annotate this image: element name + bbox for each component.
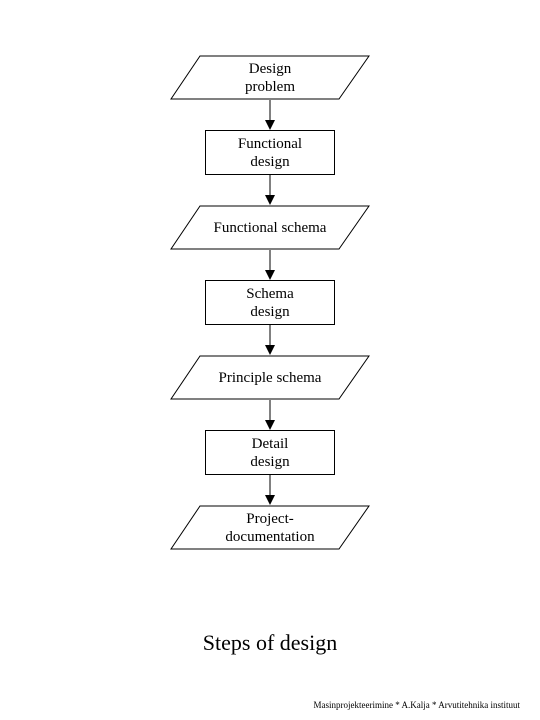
- arrow-icon: [264, 250, 276, 280]
- arrow-icon: [264, 175, 276, 205]
- flowchart-arrow: [269, 475, 271, 505]
- flowchart-arrow: [269, 175, 271, 205]
- arrow-icon: [264, 325, 276, 355]
- flowchart-rect: Detaildesign: [205, 430, 335, 475]
- footer-credit: Masinprojekteerimine * A.Kalja * Arvutit…: [314, 700, 520, 710]
- caption: Steps of design: [203, 630, 337, 656]
- arrow-icon: [264, 100, 276, 130]
- flowchart-arrow: [269, 400, 271, 430]
- node-label: Principle schema: [219, 369, 322, 387]
- flowchart-parallelogram: Principle schema: [190, 355, 350, 400]
- flowchart-parallelogram: Functional schema: [190, 205, 350, 250]
- arrow-icon: [264, 400, 276, 430]
- flowchart-arrow: [269, 325, 271, 355]
- node-label: Project-documentation: [225, 510, 314, 546]
- node-label: Functionaldesign: [238, 135, 302, 171]
- flowchart-arrow: [269, 250, 271, 280]
- node-label: Schemadesign: [246, 285, 293, 321]
- node-label: Detaildesign: [250, 435, 289, 471]
- flowchart-container: Designproblem Functionaldesign Functional …: [190, 55, 350, 550]
- node-label: Functional schema: [214, 219, 327, 237]
- flowchart-arrow: [269, 100, 271, 130]
- flowchart-rect: Schemadesign: [205, 280, 335, 325]
- flowchart-rect: Functionaldesign: [205, 130, 335, 175]
- flowchart-parallelogram: Designproblem: [190, 55, 350, 100]
- flowchart-parallelogram: Project-documentation: [190, 505, 350, 550]
- node-label: Designproblem: [245, 60, 295, 96]
- arrow-icon: [264, 475, 276, 505]
